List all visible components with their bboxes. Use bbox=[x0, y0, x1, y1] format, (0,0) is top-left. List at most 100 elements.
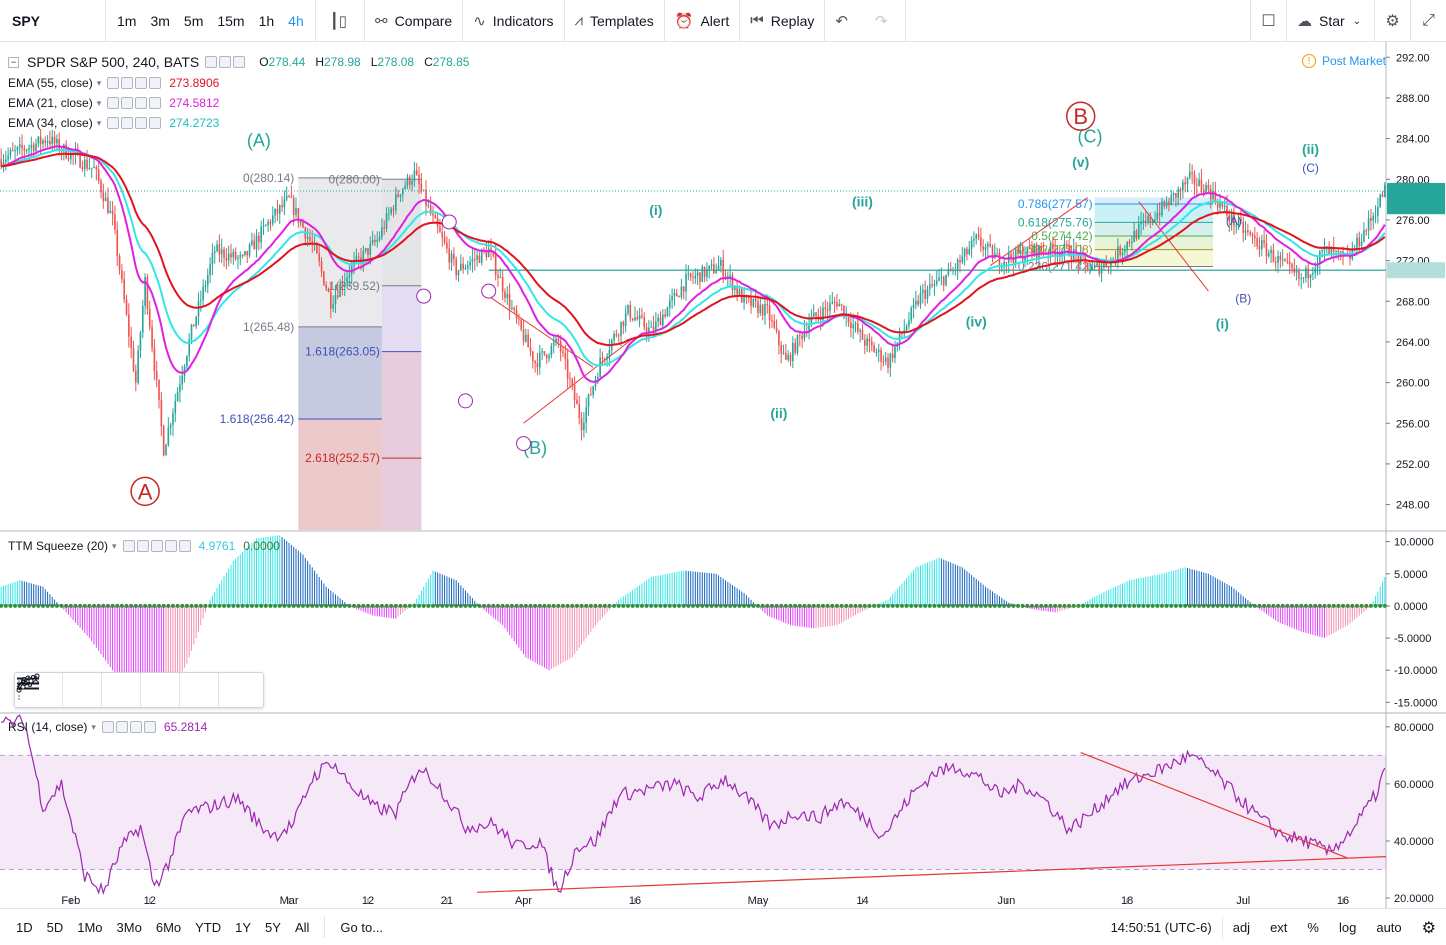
candle bbox=[548, 353, 550, 363]
candle bbox=[309, 229, 311, 246]
range-all[interactable]: All bbox=[294, 919, 310, 935]
chart-area[interactable]: 292.00 288.00 284.00 280.00 276.00 272.00 268.… bbox=[0, 42, 1446, 908]
candle bbox=[469, 255, 471, 271]
rsi-resistance-trend-line bbox=[1080, 751, 1348, 859]
squeeze-dot bbox=[68, 603, 73, 608]
ema34-legend: EMA (34, close) ▾ 274.2723 bbox=[8, 116, 219, 130]
interval-1h[interactable]: 1h bbox=[258, 12, 275, 29]
range-5y[interactable]: 5Y bbox=[265, 919, 281, 935]
ttm-tick-label: 0.0000 bbox=[1394, 601, 1428, 613]
legend-controls[interactable] bbox=[107, 117, 163, 129]
candle-body bbox=[645, 327, 648, 333]
candle bbox=[248, 242, 251, 258]
replay-button[interactable]: ⏮ Replay bbox=[740, 0, 826, 42]
fib-tool[interactable] bbox=[17, 673, 219, 707]
legend-controls[interactable] bbox=[107, 97, 163, 109]
percent-toggle[interactable]: % bbox=[1307, 920, 1319, 935]
candle bbox=[299, 220, 302, 227]
candle bbox=[381, 218, 383, 241]
redo-button[interactable]: ↷ bbox=[865, 0, 906, 42]
squeeze-dot bbox=[779, 603, 784, 608]
chevron-down-icon[interactable]: ▾ bbox=[91, 721, 96, 732]
fullscreen-button[interactable]: ⤢ bbox=[1410, 0, 1446, 42]
squeeze-dot bbox=[918, 603, 923, 608]
candle bbox=[617, 332, 620, 343]
undo-button[interactable]: ↶ bbox=[825, 0, 865, 42]
chevron-down-icon[interactable]: ▾ bbox=[96, 77, 102, 88]
settings-button[interactable]: ⚙ bbox=[1374, 0, 1410, 42]
legend-controls[interactable] bbox=[107, 77, 163, 89]
elliott-correction-tool[interactable] bbox=[16, 673, 141, 707]
candle-body bbox=[852, 324, 855, 329]
squeeze-dot bbox=[1011, 603, 1016, 608]
squeeze-dot bbox=[170, 603, 175, 608]
chevron-down-icon[interactable]: ▾ bbox=[96, 97, 102, 108]
templates-button[interactable]: ⩘ Templates bbox=[565, 0, 665, 42]
candle-body bbox=[984, 247, 987, 250]
candle-body bbox=[991, 245, 994, 259]
range-1mo[interactable]: 1Mo bbox=[77, 919, 103, 935]
minor-wave-circle bbox=[457, 393, 473, 409]
interval-5m[interactable]: 5m bbox=[183, 12, 204, 29]
range-1d[interactable]: 1D bbox=[16, 919, 33, 935]
interval-3m[interactable]: 3m bbox=[150, 12, 170, 29]
alert-button[interactable]: ⏰ Alert bbox=[665, 0, 741, 42]
squeeze-dot bbox=[184, 603, 189, 608]
squeeze-dot bbox=[1132, 603, 1137, 608]
auto-toggle[interactable]: auto bbox=[1376, 920, 1402, 935]
candle bbox=[789, 352, 792, 367]
clock-time[interactable]: 14:50:51 (UTC-6) bbox=[1110, 920, 1212, 935]
fib-level-label: 0(280.00) bbox=[329, 172, 380, 186]
log-toggle[interactable]: log bbox=[1338, 920, 1357, 935]
interval-1m[interactable]: 1m bbox=[117, 12, 137, 29]
symbol-search[interactable]: SPY bbox=[0, 0, 106, 42]
adj-toggle[interactable]: adj bbox=[1232, 920, 1251, 935]
range-6mo[interactable]: 6Mo bbox=[155, 919, 182, 935]
compare-button[interactable]: ⚯ Compare bbox=[365, 0, 464, 42]
chevron-down-icon[interactable]: ▾ bbox=[96, 117, 102, 128]
legend-controls[interactable] bbox=[205, 56, 247, 68]
alert-label: Alert bbox=[700, 12, 730, 29]
candle-body bbox=[1214, 191, 1217, 202]
layout-button[interactable]: ☐ bbox=[1250, 0, 1286, 42]
squeeze-dot bbox=[1299, 603, 1304, 608]
elliott-impulse-tool[interactable] bbox=[16, 673, 102, 707]
candle-body bbox=[462, 263, 464, 270]
collapse-icon[interactable]: − bbox=[8, 56, 19, 68]
legend-controls[interactable] bbox=[122, 540, 193, 552]
ray-tool[interactable] bbox=[18, 673, 258, 707]
chart-canvas[interactable]: 292.00288.00284.00280.00276.00272.00268.… bbox=[0, 42, 1446, 908]
squeeze-dot bbox=[881, 603, 886, 608]
range-3mo[interactable]: 3Mo bbox=[116, 919, 142, 935]
legend-controls[interactable] bbox=[101, 721, 158, 733]
candle bbox=[1028, 238, 1031, 250]
range-ytd[interactable]: YTD bbox=[195, 919, 222, 935]
candle-body bbox=[464, 267, 467, 270]
star-button[interactable]: ☁ Star ⌄ bbox=[1286, 0, 1374, 42]
squeeze-dot bbox=[208, 603, 213, 608]
ext-toggle[interactable]: ext bbox=[1270, 920, 1288, 935]
candle-body bbox=[30, 144, 33, 148]
candle-body bbox=[1019, 250, 1022, 255]
candle-body bbox=[397, 194, 399, 197]
range-1y[interactable]: 1Y bbox=[235, 919, 252, 935]
candle-body bbox=[998, 253, 1001, 268]
chevron-down-icon[interactable]: ▾ bbox=[112, 540, 117, 551]
candle-body bbox=[267, 221, 269, 226]
interval-15m[interactable]: 15m bbox=[217, 12, 245, 29]
range-5d[interactable]: 5D bbox=[46, 919, 64, 935]
interval-4h[interactable]: 4h bbox=[288, 12, 304, 29]
settings-gear-icon[interactable]: ⚙ bbox=[1421, 919, 1436, 937]
trend-line-tool[interactable] bbox=[16, 673, 180, 707]
candle bbox=[11, 142, 14, 152]
indicators-button[interactable]: ∿ Indicators bbox=[463, 0, 565, 42]
candle bbox=[787, 350, 789, 362]
goto-button[interactable]: Go to... bbox=[340, 919, 384, 935]
candle bbox=[1179, 187, 1182, 201]
ema55-label: EMA (55, close) bbox=[8, 76, 93, 90]
post-market-indicator[interactable]: ! Post Market bbox=[1301, 54, 1386, 68]
candle bbox=[1302, 276, 1305, 284]
squeeze-dot bbox=[886, 603, 891, 608]
candle-body bbox=[638, 315, 641, 320]
chart-type-button[interactable]: ┃▯ bbox=[320, 0, 366, 42]
